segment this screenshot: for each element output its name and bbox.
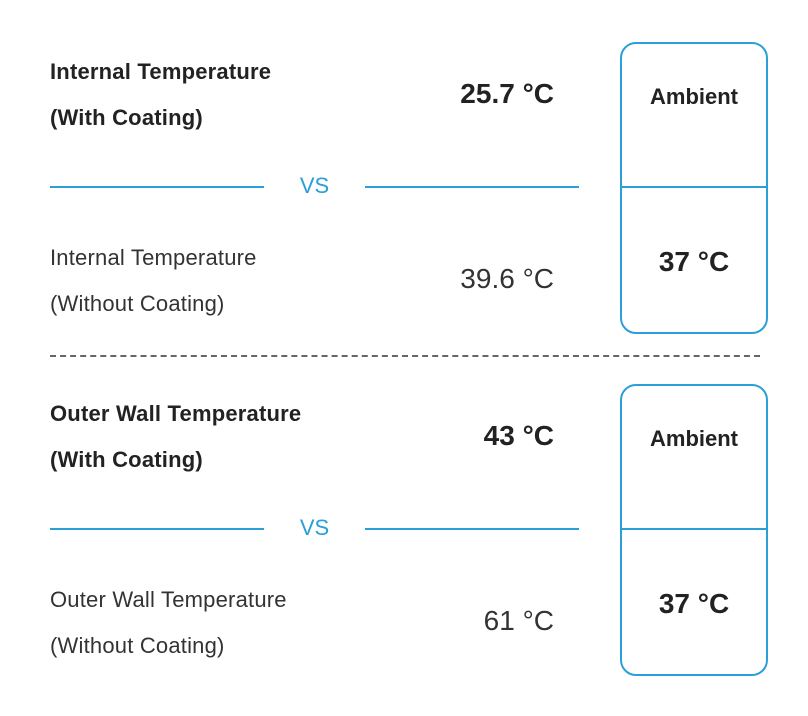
internal-without-coating-label: Internal Temperature (Without Coating) <box>50 235 390 327</box>
outer-with-coating-value: 43 °C <box>483 420 554 451</box>
vs-divider-right <box>365 186 579 188</box>
section-separator <box>50 355 760 357</box>
label-line: (Without Coating) <box>50 633 225 658</box>
outer-with-coating-label: Outer Wall Temperature (With Coating) <box>50 391 390 483</box>
ambient-divider <box>622 186 766 188</box>
label-line: Internal Temperature <box>50 245 257 270</box>
ambient-divider <box>622 528 766 530</box>
vs-divider-right <box>365 528 579 530</box>
outer-without-coating-label: Outer Wall Temperature (Without Coating) <box>50 577 390 669</box>
ambient-title: Ambient <box>650 426 738 451</box>
label-line: (With Coating) <box>50 105 203 130</box>
internal-with-coating-label: Internal Temperature (With Coating) <box>50 49 390 141</box>
internal-temperature-comparison: Internal Temperature (With Coating) 25.7… <box>0 0 808 334</box>
vs-label: VS <box>299 515 330 540</box>
label-line: (With Coating) <box>50 447 203 472</box>
vs-divider-left <box>50 186 264 188</box>
internal-with-coating-value: 25.7 °C <box>460 78 554 109</box>
internal-without-coating-value: 39.6 °C <box>460 263 554 294</box>
ambient-value: 37 °C <box>658 246 730 277</box>
ambient-box: Ambient 37 °C <box>620 384 768 676</box>
label-line: Outer Wall Temperature <box>50 401 302 426</box>
label-line: Outer Wall Temperature <box>50 587 287 612</box>
outer-wall-temperature-comparison: Outer Wall Temperature (With Coating) 43… <box>0 342 808 676</box>
ambient-title: Ambient <box>650 84 738 109</box>
ambient-value: 37 °C <box>658 588 730 619</box>
ambient-box: Ambient 37 °C <box>620 42 768 334</box>
label-line: (Without Coating) <box>50 291 225 316</box>
outer-without-coating-value: 61 °C <box>483 605 554 636</box>
label-line: Internal Temperature <box>50 59 272 84</box>
vs-label: VS <box>299 173 330 198</box>
vs-divider-left <box>50 528 264 530</box>
